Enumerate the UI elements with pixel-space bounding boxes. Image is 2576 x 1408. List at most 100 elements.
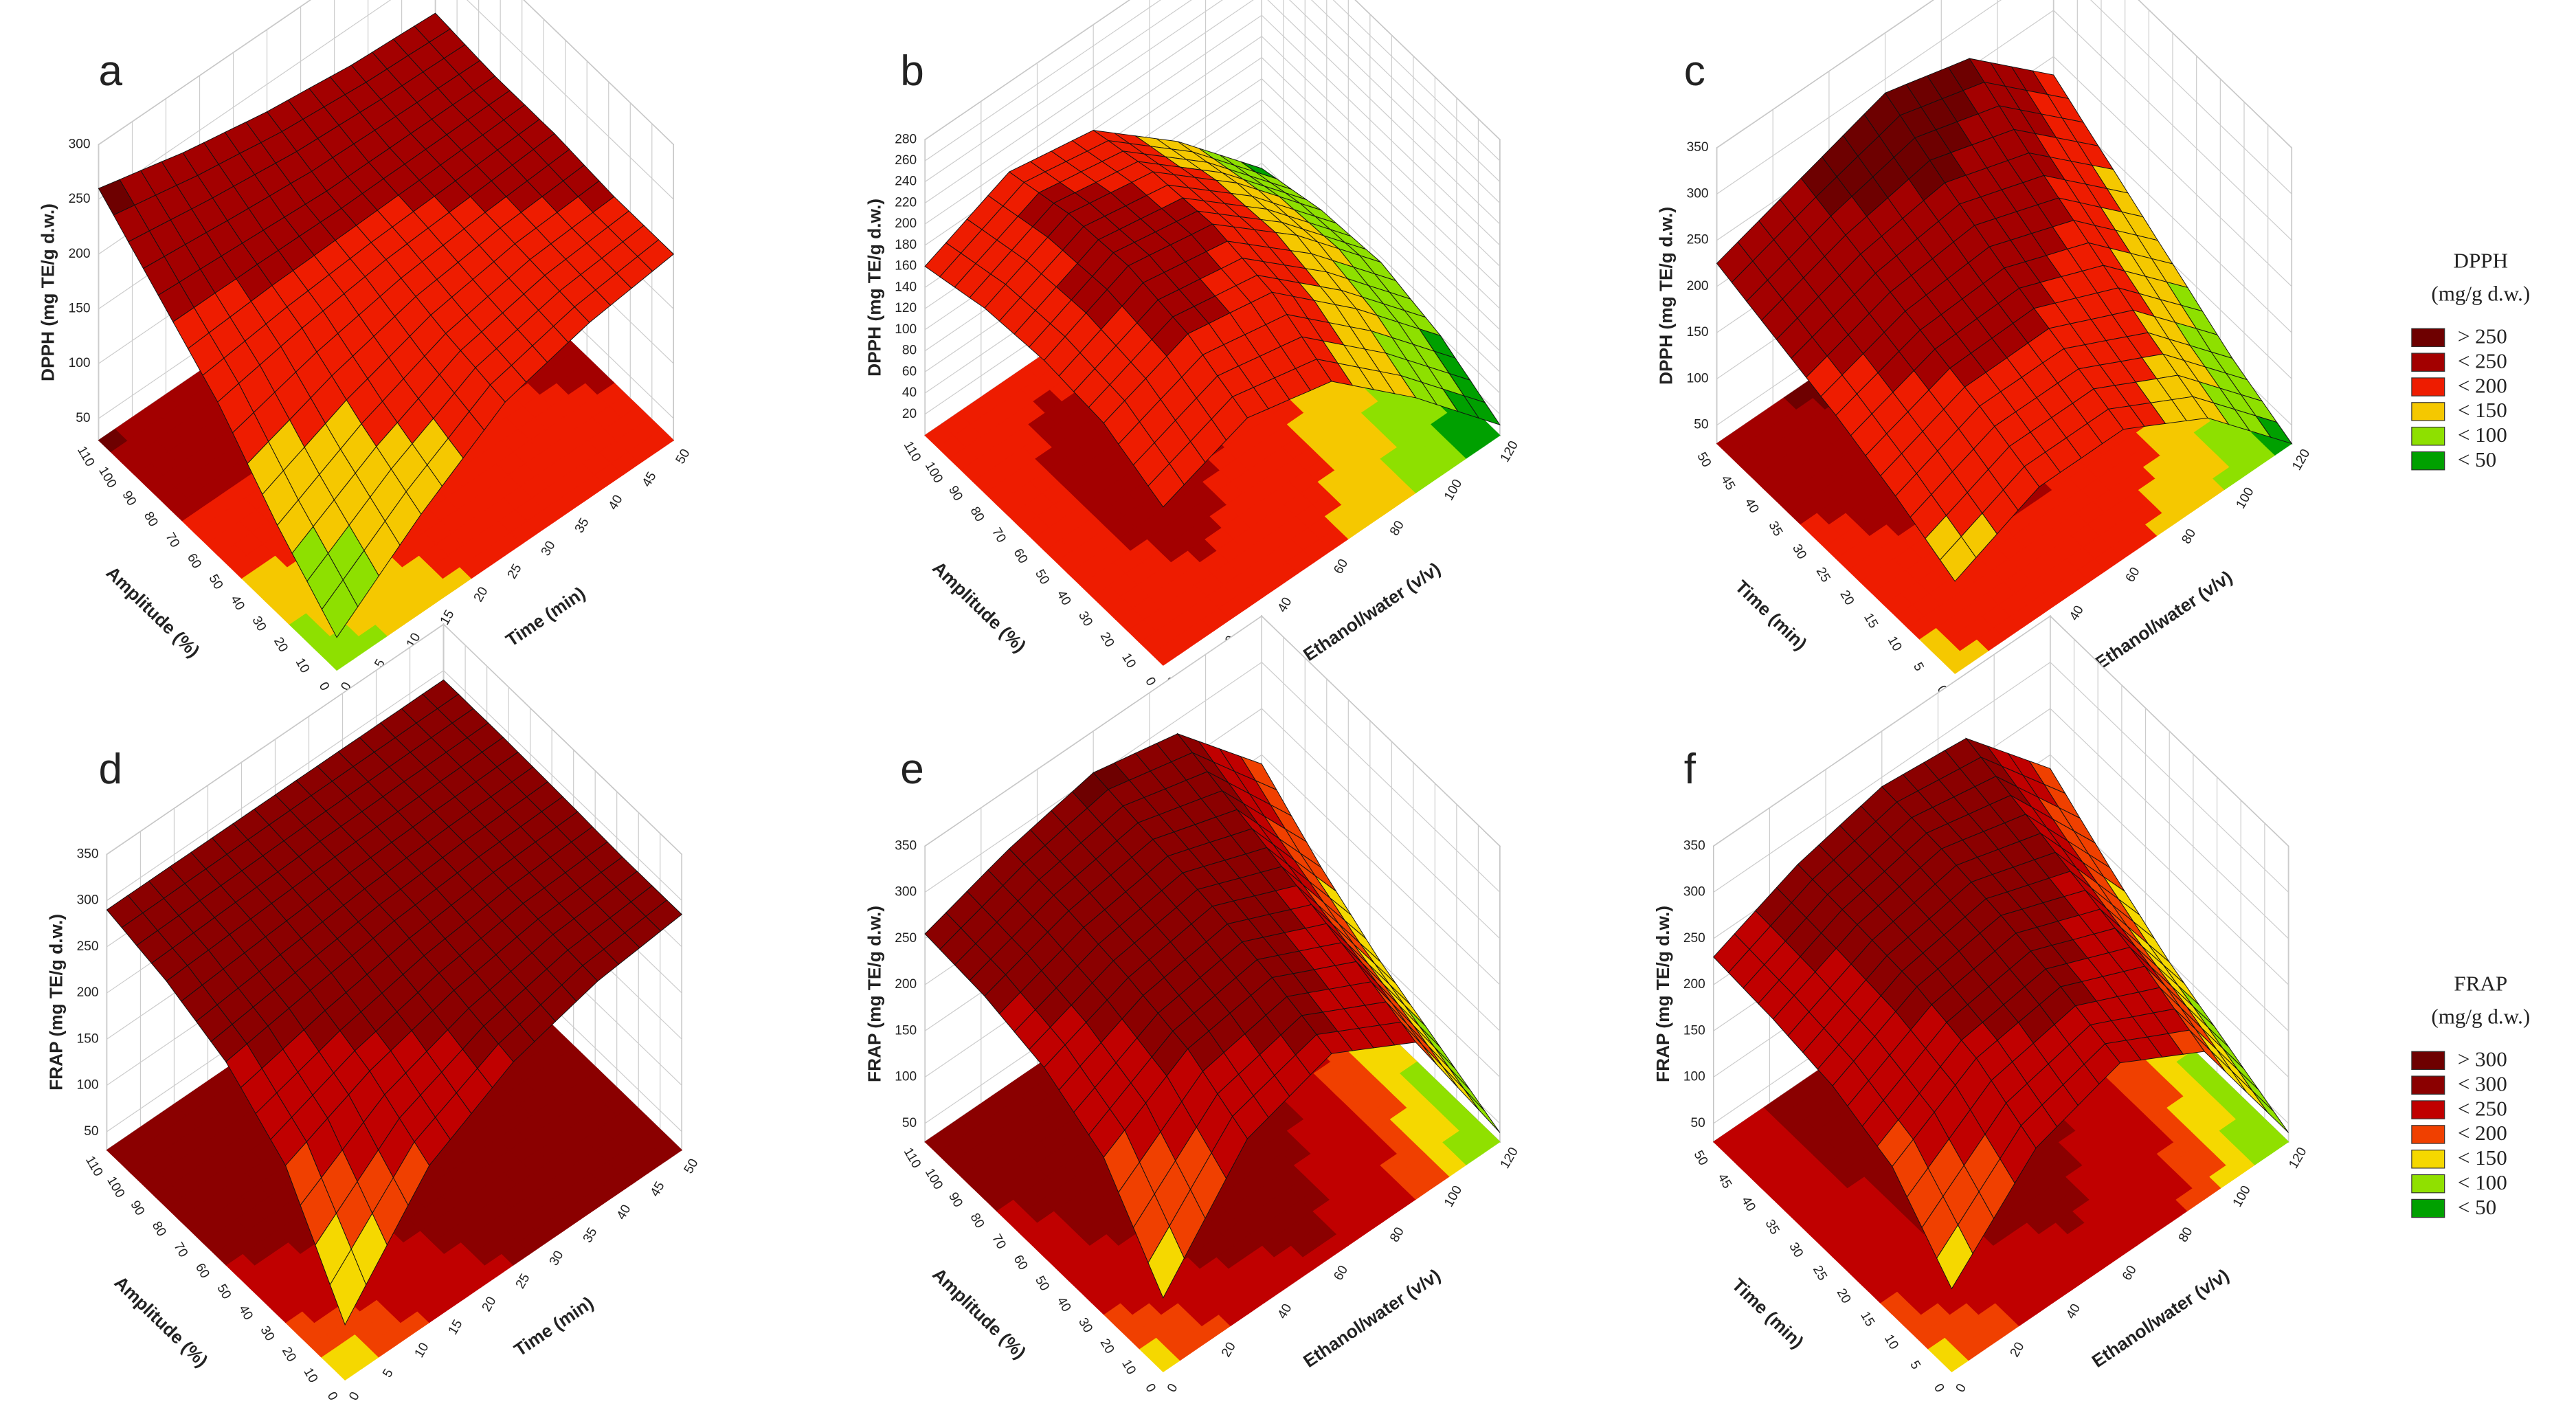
y-tick-label: 40 (1275, 595, 1295, 615)
legend-title: FRAP (2454, 972, 2507, 996)
y-tick-label: 15 (438, 607, 458, 627)
y-tick-label: 80 (1387, 1225, 1407, 1244)
z-tick-label: 350 (895, 838, 917, 853)
x-tick-label: 20 (1097, 630, 1117, 650)
x-tick-label: 60 (184, 551, 204, 571)
y-axis-label: Time (min) (511, 1293, 598, 1361)
x-tick-label: 30 (257, 1323, 277, 1343)
legend-swatch (2411, 1198, 2445, 1218)
y-tick-label: 50 (673, 447, 693, 467)
z-tick-label: 160 (895, 259, 917, 273)
y-tick-label: 30 (539, 539, 559, 559)
x-tick-label: 80 (141, 509, 161, 529)
y-axis-label: Ethanol/water (v/v) (1299, 558, 1444, 665)
z-tick-label: 120 (895, 301, 917, 315)
z-tick-label: 150 (1683, 1023, 1705, 1038)
legend-label: < 50 (2458, 1195, 2496, 1219)
z-tick-label: 50 (1694, 418, 1708, 432)
legend-label: > 300 (2458, 1047, 2507, 1071)
x-axis-label: Amplitude (%) (928, 1264, 1030, 1363)
y-tick-label: 45 (640, 469, 660, 489)
y-tick-label: 10 (412, 1341, 432, 1361)
z-tick-label: 300 (895, 885, 917, 899)
x-tick-label: 70 (989, 1232, 1009, 1252)
legend-label: > 250 (2458, 324, 2507, 348)
y-axis-label: Time (min) (502, 583, 590, 651)
x-tick-label: 25 (1813, 565, 1833, 585)
legend-swatch (2411, 1150, 2445, 1169)
legend-swatch (2411, 1075, 2445, 1095)
x-tick-label: 50 (1694, 450, 1714, 470)
legend-label: < 100 (2458, 1170, 2507, 1194)
x-tick-label: 90 (127, 1198, 147, 1218)
z-tick-label: 200 (69, 247, 91, 261)
x-tick-label: 40 (1742, 496, 1762, 516)
panel-label: f (1684, 746, 1696, 793)
x-tick-label: 20 (279, 1345, 299, 1365)
x-tick-label: 110 (901, 1146, 923, 1171)
y-axis-label: Ethanol/water (v/v) (1299, 1264, 1444, 1372)
z-tick-label: 250 (895, 931, 917, 946)
x-tick-label: 90 (119, 489, 139, 509)
z-tick-label: 300 (77, 893, 99, 908)
z-tick-label: 140 (895, 280, 917, 294)
x-tick-label: 90 (945, 1190, 965, 1210)
x-tick-label: 5 (1910, 660, 1927, 674)
z-tick-label: 150 (1687, 325, 1709, 339)
x-tick-label: 40 (1054, 1295, 1074, 1315)
z-tick-label: 200 (895, 216, 917, 231)
x-tick-label: 70 (162, 530, 182, 550)
x-tick-label: 0 (324, 1389, 341, 1403)
legend-swatch (2411, 1174, 2445, 1194)
z-tick-label: 20 (902, 407, 917, 421)
z-tick-label: 250 (77, 939, 99, 954)
z-tick-label: 150 (77, 1031, 99, 1046)
legend-swatch (2411, 427, 2445, 446)
y-tick-label: 120 (2286, 1145, 2309, 1171)
z-tick-label: 250 (69, 192, 91, 206)
y-tick-label: 120 (1498, 438, 1521, 465)
x-tick-label: 30 (1075, 609, 1095, 629)
legend-label: < 200 (2458, 1121, 2507, 1145)
x-tick-label: 60 (1011, 546, 1031, 566)
y-tick-label: 25 (513, 1271, 533, 1291)
y-tick-label: 5 (380, 1367, 396, 1381)
y-axis-label: Ethanol/water (v/v) (2088, 1264, 2232, 1372)
x-tick-label: 50 (1032, 1273, 1052, 1293)
x-tick-label: 90 (945, 484, 965, 504)
legend-swatch (2411, 377, 2445, 396)
z-tick-label: 220 (895, 195, 917, 210)
x-tick-label: 30 (249, 614, 269, 634)
surface-cell (1147, 1225, 1185, 1299)
x-tick-label: 100 (922, 1166, 945, 1192)
y-axis-label: Ethanol/water (v/v) (2092, 566, 2236, 673)
x-tick-label: 50 (214, 1282, 234, 1301)
x-tick-label: 60 (192, 1261, 212, 1281)
y-tick-label: 100 (2234, 485, 2257, 511)
x-tick-label: 30 (1789, 542, 1809, 562)
z-tick-label: 200 (895, 977, 917, 992)
x-tick-label: 40 (236, 1303, 256, 1323)
x-tick-label: 30 (1075, 1315, 1095, 1335)
legend-label: < 50 (2458, 447, 2496, 471)
x-tick-label: 10 (1885, 634, 1905, 654)
y-tick-label: 20 (480, 1295, 500, 1315)
legend-label: < 250 (2458, 349, 2507, 373)
z-axis-label: DPPH (mg TE/g d.w.) (864, 199, 884, 377)
x-tick-label: 50 (1691, 1148, 1711, 1168)
y-tick-label: 120 (1498, 1145, 1521, 1171)
z-tick-label: 100 (1687, 371, 1709, 385)
z-tick-label: 200 (1683, 977, 1705, 992)
x-tick-label: 15 (1857, 1309, 1877, 1329)
z-tick-label: 350 (77, 847, 99, 861)
legend-unit: (mg/g d.w.) (2431, 1004, 2530, 1028)
z-tick-label: 60 (902, 364, 917, 379)
y-tick-label: 20 (2008, 1340, 2028, 1360)
y-tick-label: 20 (1219, 1340, 1239, 1360)
legend-label: < 200 (2458, 373, 2507, 397)
x-tick-label: 0 (1142, 1381, 1158, 1395)
x-tick-label: 110 (82, 1154, 105, 1179)
x-tick-label: 20 (1834, 1286, 1854, 1306)
x-axis-label: Amplitude (%) (102, 562, 204, 661)
z-tick-label: 100 (895, 322, 917, 337)
